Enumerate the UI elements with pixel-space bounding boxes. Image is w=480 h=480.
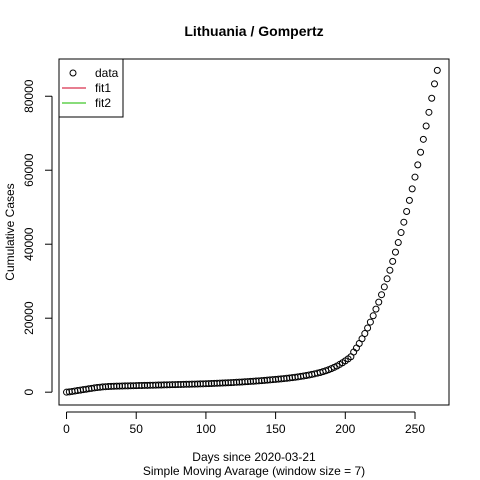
data-point [403,207,411,215]
x-tick-label: 250 [405,422,425,436]
y-tick-label: 0 [22,389,36,396]
x-tick-label: 0 [63,422,70,436]
data-point [425,108,433,116]
data-point [400,218,408,226]
y-axis-label: Cumulative Cases [3,183,17,280]
y-tick-label: 80000 [22,79,36,113]
data-point [383,275,391,283]
x-tick-label: 150 [266,422,286,436]
data-point [422,122,430,130]
y-tick-label: 40000 [22,227,36,261]
plot-frame [58,58,450,406]
x-axis: 0 50 100 150 200 250 [63,411,425,436]
data-point [378,291,386,299]
data-point [358,335,366,343]
data-point [375,298,383,306]
x-tick-label: 100 [196,422,216,436]
chart-title: Lithuania / Gompertz [184,23,323,39]
data-point [386,266,394,274]
data-point [405,196,413,204]
data-point [380,283,388,291]
data-points [63,66,441,396]
x-axis-sublabel: Simple Moving Avarage (window size = 7) [143,464,365,478]
legend-symbol-data [69,69,77,77]
data-point [361,330,369,338]
x-tick-label: 200 [335,422,355,436]
data-point [431,80,439,88]
y-axis: 0 20000 40000 60000 80000 [22,79,53,396]
data-point [408,185,416,193]
data-point [419,135,427,143]
data-point [411,173,419,181]
data-point [414,161,422,169]
data-point [369,312,377,320]
legend-label-data: data [95,66,119,80]
data-point [366,318,374,326]
data-point [394,239,402,247]
data-point [364,324,372,332]
x-axis-label: Days since 2020-03-21 [192,450,316,464]
data-point [428,94,436,102]
data-point [389,257,397,265]
data-point [433,66,441,74]
y-tick-label: 60000 [22,153,36,187]
data-point [372,305,380,313]
legend-label-fit1: fit1 [95,81,111,95]
legend-label-fit2: fit2 [95,96,111,110]
data-point [397,229,405,237]
x-tick-label: 50 [130,422,144,436]
data-point [391,248,399,256]
y-tick-label: 20000 [22,301,36,335]
data-point [417,148,425,156]
